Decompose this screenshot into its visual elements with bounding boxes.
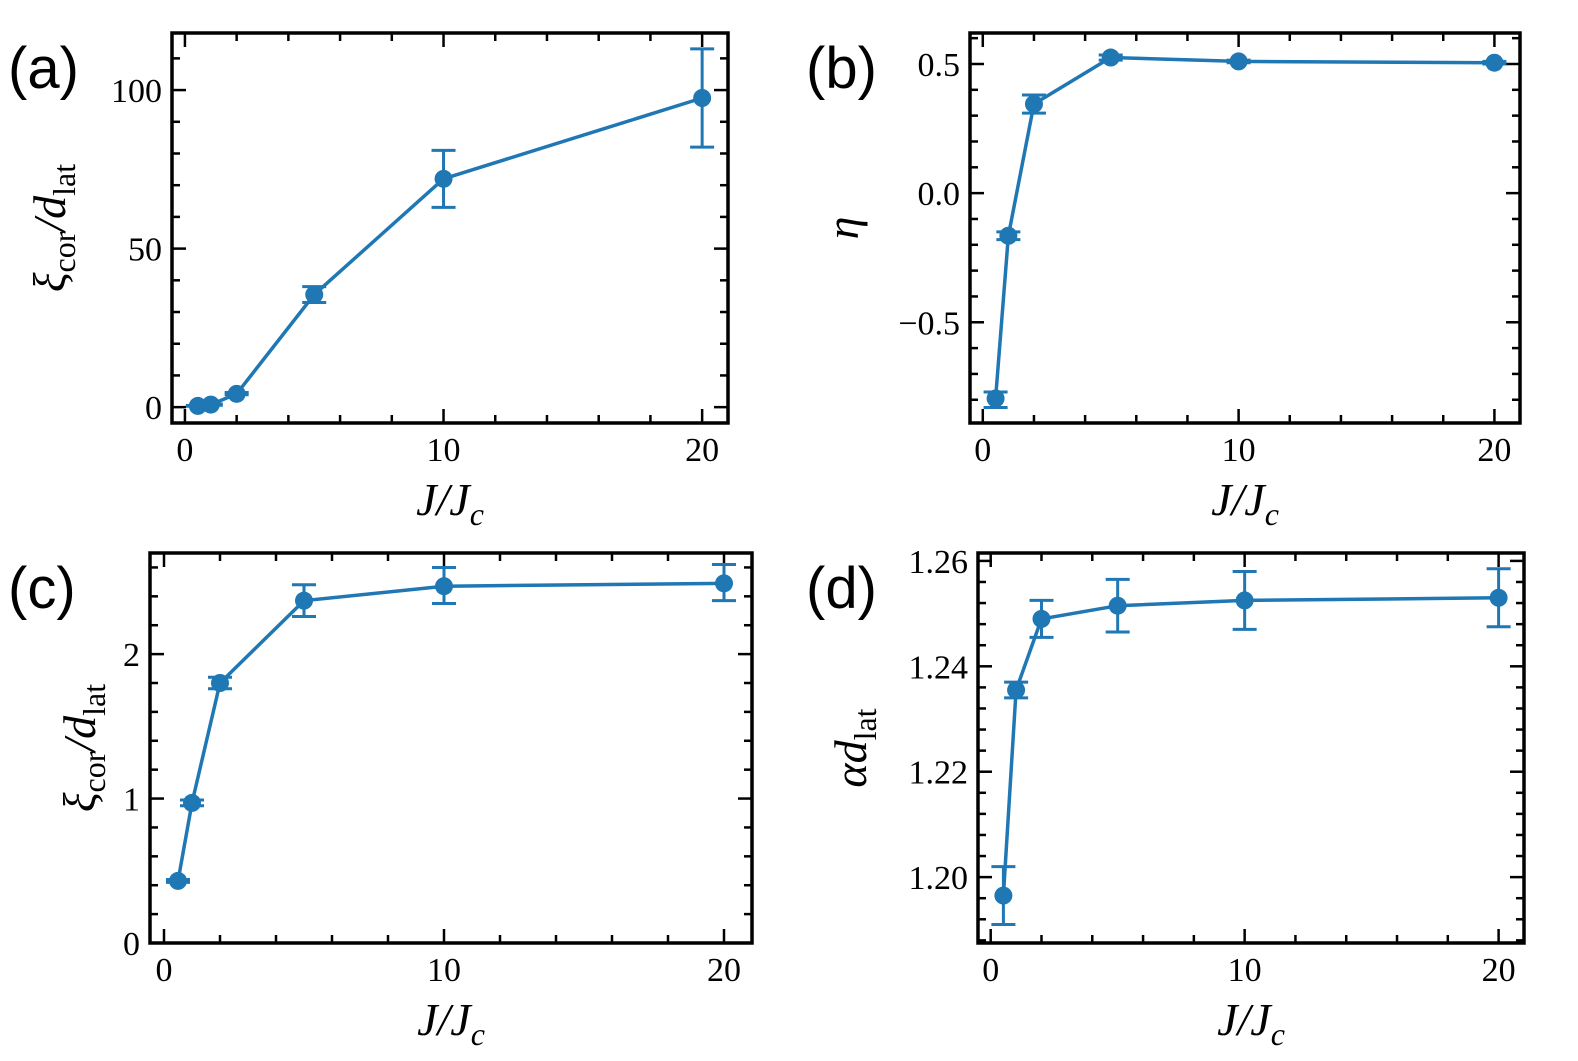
y-tick-label: −0.5 xyxy=(898,305,960,342)
x-tick-label: 20 xyxy=(1477,432,1511,469)
plot-frame xyxy=(976,551,1526,945)
data-point xyxy=(183,793,201,812)
data-point xyxy=(994,886,1013,905)
panel-c: 0 10 20 0 1 2 J/Jc ξcor/dlat xyxy=(54,551,754,1052)
data-point xyxy=(305,285,324,304)
x-tick-label: 20 xyxy=(1482,952,1516,989)
y-tick-label: 0.0 xyxy=(918,176,961,213)
y-tick-label: 1.22 xyxy=(909,755,969,792)
series-line xyxy=(993,55,1495,399)
panel-label: (b) xyxy=(806,36,877,101)
series-line xyxy=(176,581,725,882)
x-tick-label: 0 xyxy=(982,952,999,989)
data-point xyxy=(1024,95,1043,114)
x-tick-label: 0 xyxy=(176,432,193,469)
panel-d: 0 10 20 1.20 1.22 1.24 1.26 J/Jc αdlat xyxy=(825,544,1526,1052)
x-tick-label: 10 xyxy=(1228,952,1262,989)
data-point xyxy=(1229,52,1248,71)
data-point xyxy=(1489,588,1508,607)
data-point xyxy=(999,226,1018,245)
series-line xyxy=(197,96,703,408)
y-tick-label: 50 xyxy=(128,232,162,269)
y-tick-label: 100 xyxy=(111,73,162,110)
y-tick-label: 0 xyxy=(145,390,162,427)
plot-frame xyxy=(148,551,754,945)
plot-frame xyxy=(170,31,730,425)
data-point xyxy=(1235,591,1254,610)
y-tick-label: 2 xyxy=(123,637,140,674)
plot-frame xyxy=(968,31,1522,425)
panel-label: (c) xyxy=(8,556,76,621)
data-point xyxy=(227,384,246,403)
data-point xyxy=(1101,48,1120,67)
x-axis-label: J/Jc xyxy=(1211,474,1279,532)
data-point xyxy=(986,389,1005,408)
x-axis-label: J/Jc xyxy=(1217,994,1285,1052)
data-point xyxy=(715,574,733,593)
y-axis-label: αdlat xyxy=(825,708,883,787)
y-tick-label: 1.20 xyxy=(909,860,969,897)
y-tick-label: 0 xyxy=(123,926,140,963)
data-point xyxy=(169,871,187,890)
y-axis-label: ξcor/dlat xyxy=(54,684,112,812)
data-point xyxy=(201,395,220,414)
data-point xyxy=(435,577,453,596)
y-axis-label: ξcor/dlat xyxy=(24,164,82,292)
series-line xyxy=(1001,596,1499,896)
data-point xyxy=(1485,53,1504,72)
data-point xyxy=(188,396,207,415)
x-tick-label: 20 xyxy=(685,432,719,469)
x-tick-label: 10 xyxy=(1222,432,1256,469)
data-point xyxy=(211,674,229,692)
panel-a: 0 10 20 0 50 100 J/Jc ξcor/dlat xyxy=(24,31,730,532)
y-tick-label: 0.5 xyxy=(918,47,961,84)
panel-label: (a) xyxy=(8,36,79,101)
data-point xyxy=(1108,596,1127,615)
data-point xyxy=(1032,609,1051,628)
panel-b: 0 10 20 −0.5 0.0 0.5 J/Jc η xyxy=(817,31,1522,532)
x-axis-label: J/Jc xyxy=(416,474,484,532)
data-point xyxy=(1007,681,1026,700)
x-axis-label: J/Jc xyxy=(417,994,485,1052)
x-tick-label: 10 xyxy=(427,432,461,469)
x-tick-label: 20 xyxy=(707,952,741,989)
data-point xyxy=(295,591,313,610)
data-point xyxy=(434,169,453,188)
x-tick-label: 0 xyxy=(156,952,173,989)
panel-label: (d) xyxy=(806,556,877,621)
x-tick-label: 0 xyxy=(974,432,991,469)
y-tick-label: 1 xyxy=(123,782,140,819)
x-tick-label: 10 xyxy=(427,952,461,989)
y-axis-label: η xyxy=(817,217,868,240)
y-tick-label: 1.26 xyxy=(909,544,969,581)
y-tick-label: 1.24 xyxy=(909,649,969,686)
data-point xyxy=(693,89,712,107)
